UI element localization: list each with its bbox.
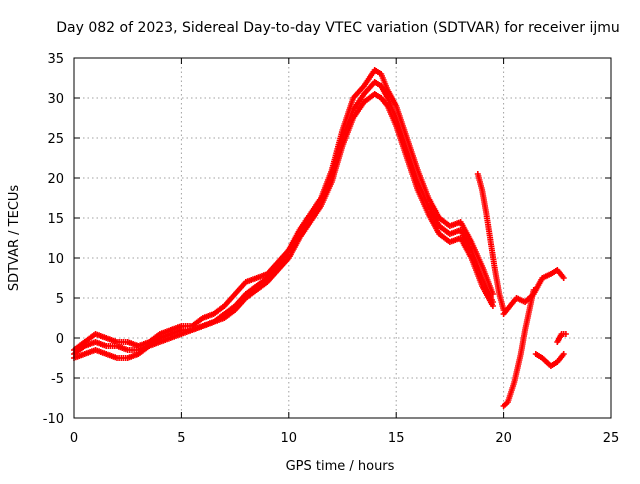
data-marks [71,67,569,409]
y-axis-label: SDTVAR / TECUs [7,185,22,292]
series-late-tail [500,267,567,317]
axis-ticks: 0 5 10 15 20 25 -10 -5 0 5 10 15 20 25 30 35 [43,52,620,446]
series-late-spike-a [474,171,507,313]
x-tick-label: 5 [177,431,185,446]
x-tick-label: 10 [281,431,298,446]
series-late-dip [532,351,567,369]
y-tick-label: 5 [56,292,64,307]
data-point [489,303,496,309]
y-tick-label: 10 [47,252,64,267]
y-tick-label: 15 [47,212,64,227]
plot-frame [73,57,612,419]
grid [74,58,611,418]
x-tick-label: 20 [495,431,512,446]
series-track-lower [71,91,496,361]
y-tick-label: 25 [47,132,64,147]
data-point [560,275,567,281]
x-tick-label: 25 [603,431,620,446]
data-point [562,331,569,337]
y-tick-label: 0 [56,332,64,347]
series-late-stub [554,331,569,345]
x-tick-label: 0 [70,431,78,446]
data-point [560,351,567,357]
y-tick-label: -5 [51,372,64,387]
x-tick-label: 15 [388,431,405,446]
y-tick-label: 20 [47,172,64,187]
y-tick-label: 30 [47,92,64,107]
x-axis-label: GPS time / hours [286,459,395,474]
y-tick-label: 35 [47,52,64,67]
y-tick-label: -10 [43,412,64,427]
series-late-spike-b [500,287,537,409]
chart-title: Day 082 of 2023, Sidereal Day-to-day VTE… [56,20,620,36]
